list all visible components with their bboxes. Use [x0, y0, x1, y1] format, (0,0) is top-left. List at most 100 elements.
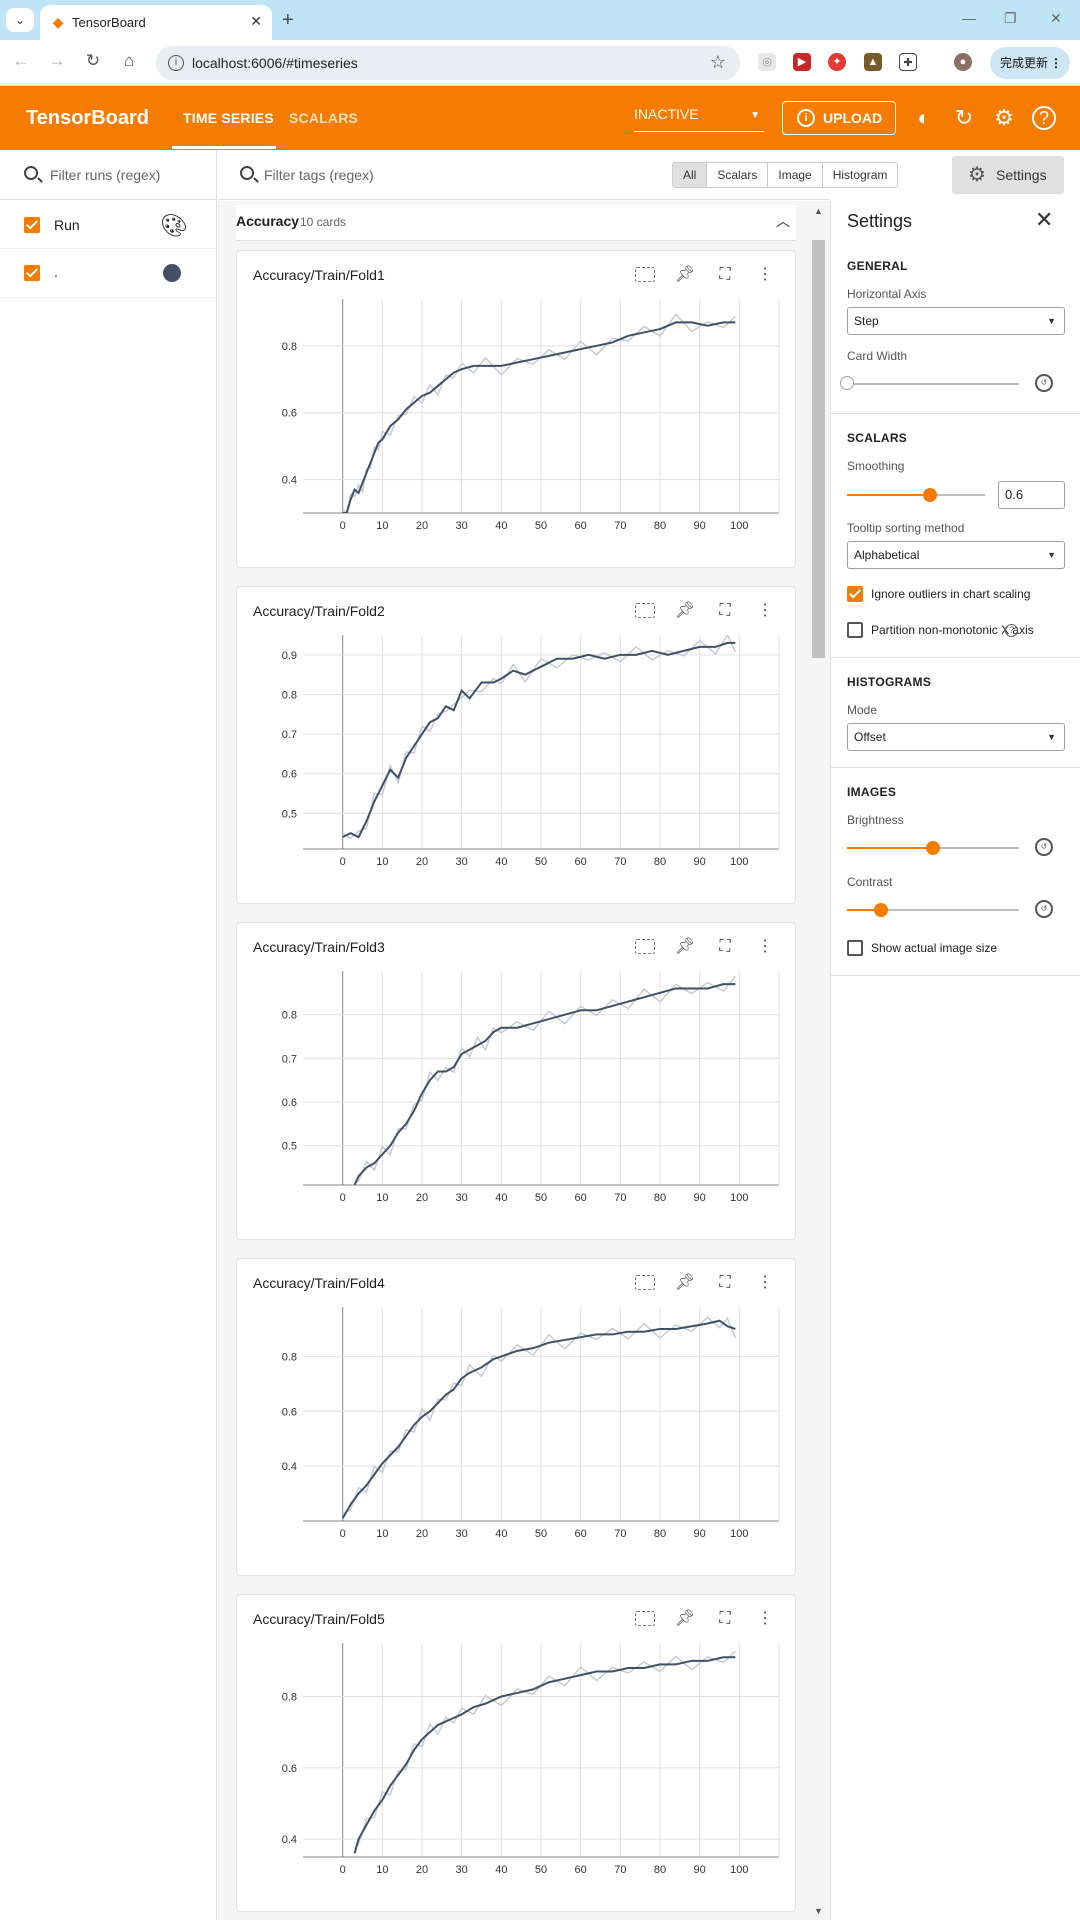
address-bar[interactable]: i localhost:6006/#timeseries ☆ [156, 46, 740, 80]
type-filter-histogram[interactable]: Histogram [822, 163, 898, 187]
card-width-slider-thumb[interactable] [840, 376, 854, 390]
fit-domain-icon[interactable] [633, 599, 657, 623]
run-select-all-checkbox[interactable] [24, 217, 40, 233]
restore-icon[interactable]: ❐ [1004, 10, 1017, 26]
tab-close-icon[interactable]: ✕ [250, 13, 262, 29]
reset-icon[interactable]: ↺ [1035, 374, 1053, 392]
address-text[interactable]: localhost:6006/#timeseries [192, 55, 358, 71]
type-filter-scalars[interactable]: Scalars [707, 163, 769, 187]
run-color-swatch[interactable] [163, 264, 181, 282]
extensions-puzzle-icon[interactable]: ✚ [899, 53, 917, 71]
fullscreen-icon[interactable]: ⛶ [719, 266, 731, 283]
smoothing-slider-thumb[interactable] [923, 488, 937, 502]
card-group-header[interactable]: Accuracy 10 cards ︿ [236, 205, 796, 241]
help-circle-icon[interactable]: ? [1005, 624, 1018, 637]
x-tick-label: 30 [456, 856, 468, 867]
palette-icon[interactable]: 🎨︎ [160, 213, 188, 238]
x-tick-label: 40 [495, 1192, 507, 1203]
smoothing-input[interactable]: 0.6 [998, 481, 1065, 509]
tab-time-series[interactable]: TIME SERIES [183, 110, 274, 126]
profile-avatar[interactable]: ● [954, 53, 972, 71]
dark-mode-icon[interactable]: ◐ [917, 105, 931, 130]
upload-button[interactable]: i UPLOAD [782, 101, 896, 135]
section-divider [831, 767, 1080, 768]
more-vert-icon[interactable]: ⋮ [757, 1274, 773, 1291]
tag-filter-input[interactable]: Filter tags (regex) [264, 167, 374, 183]
pin-icon[interactable]: 📌︎ [674, 1274, 696, 1291]
back-icon[interactable]: ← [12, 51, 30, 70]
line-chart[interactable]: 0 10 20 30 40 50 60 70 80 90 100 0.4 0.6 0.8 [237, 291, 797, 531]
contrast-label: Contrast [847, 875, 893, 889]
site-info-icon[interactable]: i [168, 55, 184, 71]
tab-scalars[interactable]: SCALARS [289, 110, 359, 126]
y-tick-label: 0.6 [282, 1097, 297, 1109]
more-vert-icon[interactable]: ⋮ [757, 602, 773, 619]
extension-flame-icon[interactable]: ✦ [828, 53, 846, 71]
pin-icon[interactable]: 📌︎ [674, 266, 696, 283]
x-tick-label: 0 [340, 1192, 346, 1203]
vertical-scrollbar-thumb[interactable] [812, 240, 825, 658]
horizontal-axis-select[interactable]: Step ▼ [847, 307, 1065, 335]
fit-domain-icon[interactable] [633, 263, 657, 287]
close-icon[interactable]: ✕ [1035, 207, 1054, 232]
x-tick-label: 0 [340, 1528, 346, 1539]
contrast-slider-track[interactable] [847, 909, 1019, 911]
help-icon[interactable]: ? [1032, 106, 1056, 130]
extension-eye-icon[interactable]: ◎ [758, 53, 776, 71]
pin-icon[interactable]: 📌︎ [674, 602, 696, 619]
more-vert-icon[interactable]: ⋮ [757, 938, 773, 955]
inactive-plugins-select[interactable]: INACTIVE ▼ [634, 106, 764, 132]
brightness-slider-thumb[interactable] [926, 841, 940, 855]
histogram-mode-select[interactable]: Offset ▼ [847, 723, 1065, 751]
runs-filter[interactable]: Filter runs (regex) [0, 150, 216, 200]
settings-toggle-button[interactable]: ⚙ Settings [952, 156, 1064, 194]
fit-domain-icon[interactable] [633, 1271, 657, 1295]
card-title: Accuracy/Train/Fold3 [253, 939, 385, 955]
line-chart[interactable]: 0 10 20 30 40 50 60 70 80 90 100 0.4 0.6 0.8 [237, 1299, 797, 1539]
new-tab-button[interactable]: + [282, 9, 294, 31]
fullscreen-icon[interactable]: ⛶ [719, 938, 731, 955]
more-vert-icon[interactable]: ⋮ [757, 266, 773, 283]
tooltip-sort-label: Tooltip sorting method [847, 521, 965, 535]
fullscreen-icon[interactable]: ⛶ [719, 1610, 731, 1627]
reset-icon[interactable]: ↺ [1035, 900, 1053, 918]
contrast-slider-thumb[interactable] [874, 903, 888, 917]
card-width-slider-track[interactable] [847, 383, 1019, 385]
reload-icon[interactable]: ↻ [85, 51, 101, 70]
tab-search-button[interactable]: ⌄ [6, 8, 34, 32]
forward-icon[interactable]: → [48, 51, 66, 70]
scroll-up-arrow-icon[interactable]: ▲ [814, 206, 823, 216]
fullscreen-icon[interactable]: ⛶ [719, 1274, 731, 1291]
settings-gear-icon[interactable]: ⚙ [994, 105, 1014, 130]
run-checkbox[interactable] [24, 265, 40, 281]
fullscreen-icon[interactable]: ⛶ [719, 602, 731, 619]
more-vert-icon[interactable]: ⋮ [757, 1610, 773, 1627]
pin-icon[interactable]: 📌︎ [674, 938, 696, 955]
line-chart[interactable]: 0 10 20 30 40 50 60 70 80 90 100 0.4 0.6 0.8 [237, 1635, 797, 1875]
pin-icon[interactable]: 📌︎ [674, 1610, 696, 1627]
browser-tab[interactable]: ◆ TensorBoard ✕ [40, 5, 272, 40]
fit-domain-icon[interactable] [633, 935, 657, 959]
fit-domain-icon[interactable] [633, 1607, 657, 1631]
active-tab-indicator [172, 146, 276, 149]
actual-size-checkbox[interactable] [847, 940, 863, 956]
line-chart[interactable]: 0 10 20 30 40 50 60 70 80 90 100 0.5 0.6 0.7 0.8 0.9 [237, 627, 797, 867]
refresh-icon[interactable]: ↻ [954, 105, 974, 130]
ignore-outliers-checkbox[interactable] [847, 586, 863, 602]
bookmark-star-icon[interactable]: ☆ [709, 52, 726, 72]
minimize-icon[interactable]: — [962, 10, 976, 26]
type-filter-image[interactable]: Image [768, 163, 823, 187]
browser-update-button[interactable]: 完成更新 ⋮ [990, 47, 1070, 79]
window-close-icon[interactable]: ✕ [1050, 10, 1062, 26]
collapse-caret-icon[interactable]: ︿ [776, 213, 790, 229]
line-chart[interactable]: 0 10 20 30 40 50 60 70 80 90 100 0.5 0.6 0.7 0.8 [237, 963, 797, 1203]
home-icon[interactable]: ⌂ [123, 51, 135, 70]
runs-filter-input[interactable]: Filter runs (regex) [50, 167, 161, 183]
extension-triangle-icon[interactable]: ▲ [864, 53, 882, 71]
type-filter-all[interactable]: All [673, 163, 708, 187]
partition-checkbox[interactable] [847, 622, 863, 638]
extension-red-icon[interactable]: ▶ [793, 53, 811, 71]
reset-icon[interactable]: ↺ [1035, 838, 1053, 856]
tooltip-sort-select[interactable]: Alphabetical ▼ [847, 541, 1065, 569]
scroll-down-arrow-icon[interactable]: ▼ [814, 1906, 823, 1916]
